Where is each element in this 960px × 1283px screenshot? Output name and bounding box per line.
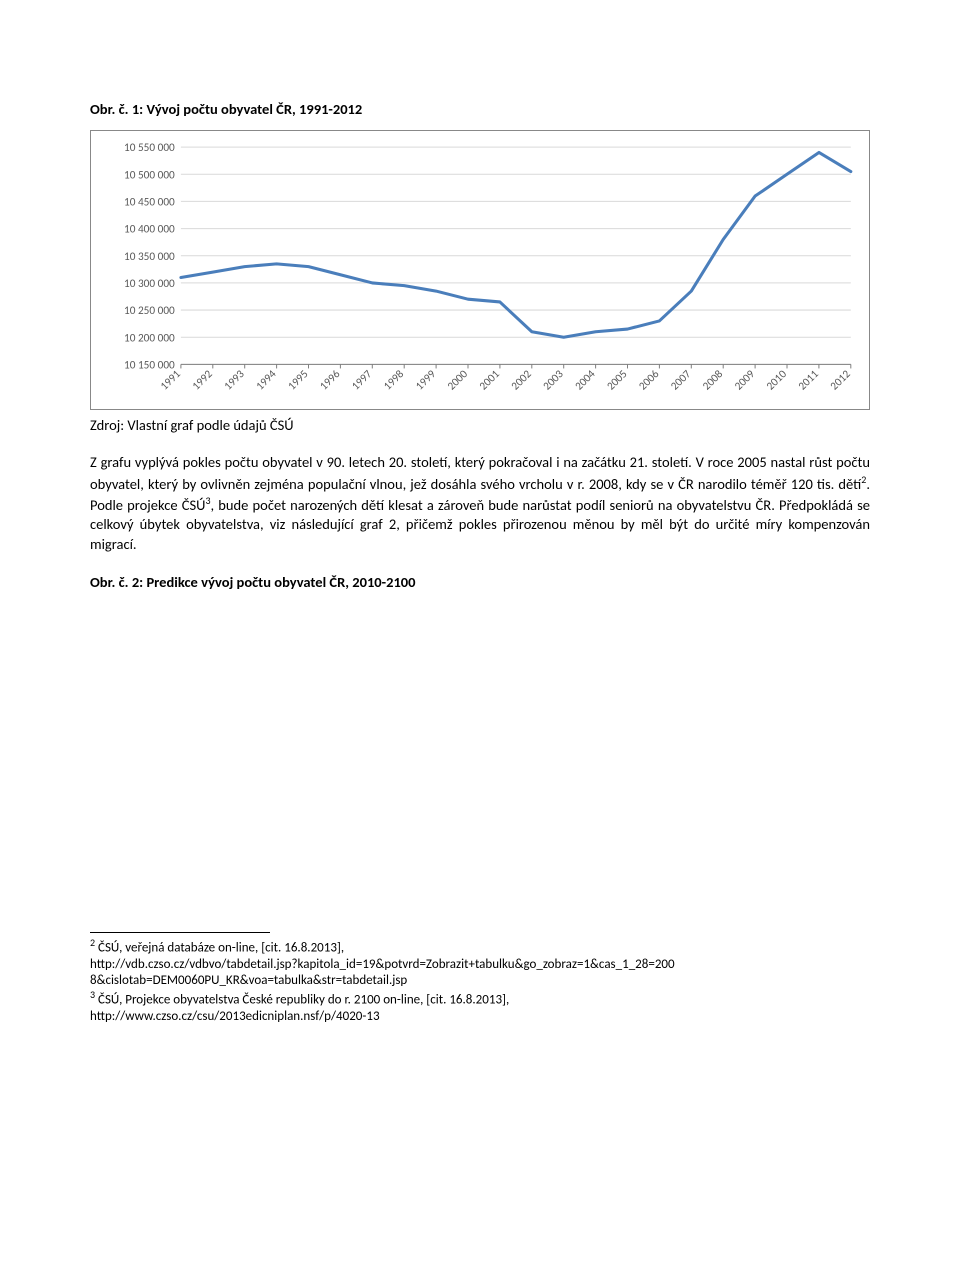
figure1-title: Obr. č. 1: Vývoj počtu obyvatel ČR, 1991… [90, 100, 870, 120]
svg-text:2003: 2003 [540, 367, 566, 393]
footnote-rule [90, 932, 270, 933]
svg-text:2006: 2006 [636, 367, 662, 393]
svg-text:1992: 1992 [190, 367, 216, 393]
svg-text:1997: 1997 [349, 367, 375, 393]
svg-text:1995: 1995 [285, 367, 311, 393]
svg-text:10 200 000: 10 200 000 [124, 331, 175, 345]
footnote-2-line-2: 8&cislotab=DEM0060PU_KR&voa=tabulka&str=… [90, 973, 407, 988]
figure1-chart-svg: 10 150 000 10 200 000 10 250 000 10 300 000… [101, 141, 859, 405]
svg-text:2010: 2010 [764, 367, 790, 393]
svg-text:2000: 2000 [445, 367, 471, 393]
body-paragraph: Z grafu vyplývá pokles počtu obyvatel v … [90, 453, 870, 554]
svg-text:2007: 2007 [668, 367, 694, 393]
svg-text:2002: 2002 [509, 367, 535, 393]
figure1-source: Zdroj: Vlastní graf podle údajů ČSÚ [90, 416, 870, 436]
footnote-3-line-0: ČSÚ, Projekce obyvatelstva České republi… [95, 993, 509, 1008]
svg-text:10 550 000: 10 550 000 [124, 141, 175, 155]
svg-text:2009: 2009 [732, 367, 758, 393]
footnote-2-line-1: http://vdb.czso.cz/vdbvo/tabdetail.jsp?k… [90, 957, 675, 972]
svg-text:2008: 2008 [700, 367, 726, 393]
svg-text:1994: 1994 [253, 367, 279, 393]
footnote-2: 2 ČSÚ, veřejná databáze on-line, [cit. 1… [90, 937, 870, 989]
svg-text:2012: 2012 [828, 367, 854, 393]
footnote-2-line-0: ČSÚ, veřejná databáze on-line, [cit. 16.… [95, 940, 344, 955]
figure2-title: Obr. č. 2: Predikce vývoj počtu obyvatel… [90, 573, 870, 593]
footnotes: 2 ČSÚ, veřejná databáze on-line, [cit. 1… [90, 932, 870, 1025]
svg-text:10 500 000: 10 500 000 [124, 168, 175, 182]
svg-text:1993: 1993 [221, 367, 247, 393]
footnote-3-line-1: http://www.czso.cz/csu/2013edicniplan.ns… [90, 1009, 380, 1024]
svg-text:2005: 2005 [604, 367, 630, 393]
figure1-chart: 10 150 000 10 200 000 10 250 000 10 300 000… [90, 130, 870, 410]
footnote-3: 3 ČSÚ, Projekce obyvatelstva České repub… [90, 989, 870, 1025]
svg-text:1998: 1998 [381, 367, 407, 393]
svg-text:10 350 000: 10 350 000 [124, 249, 175, 263]
svg-text:1996: 1996 [317, 367, 343, 393]
para-part-1: Z grafu vyplývá pokles počtu obyvatel v … [90, 453, 870, 492]
svg-text:10 250 000: 10 250 000 [124, 304, 175, 318]
svg-text:10 450 000: 10 450 000 [124, 195, 175, 209]
svg-text:2004: 2004 [572, 367, 598, 393]
svg-text:2011: 2011 [796, 367, 822, 393]
svg-text:10 400 000: 10 400 000 [124, 222, 175, 236]
svg-text:10 150 000: 10 150 000 [124, 358, 175, 372]
svg-text:2001: 2001 [477, 367, 503, 393]
svg-text:1999: 1999 [413, 367, 439, 393]
svg-text:10 300 000: 10 300 000 [124, 277, 175, 291]
